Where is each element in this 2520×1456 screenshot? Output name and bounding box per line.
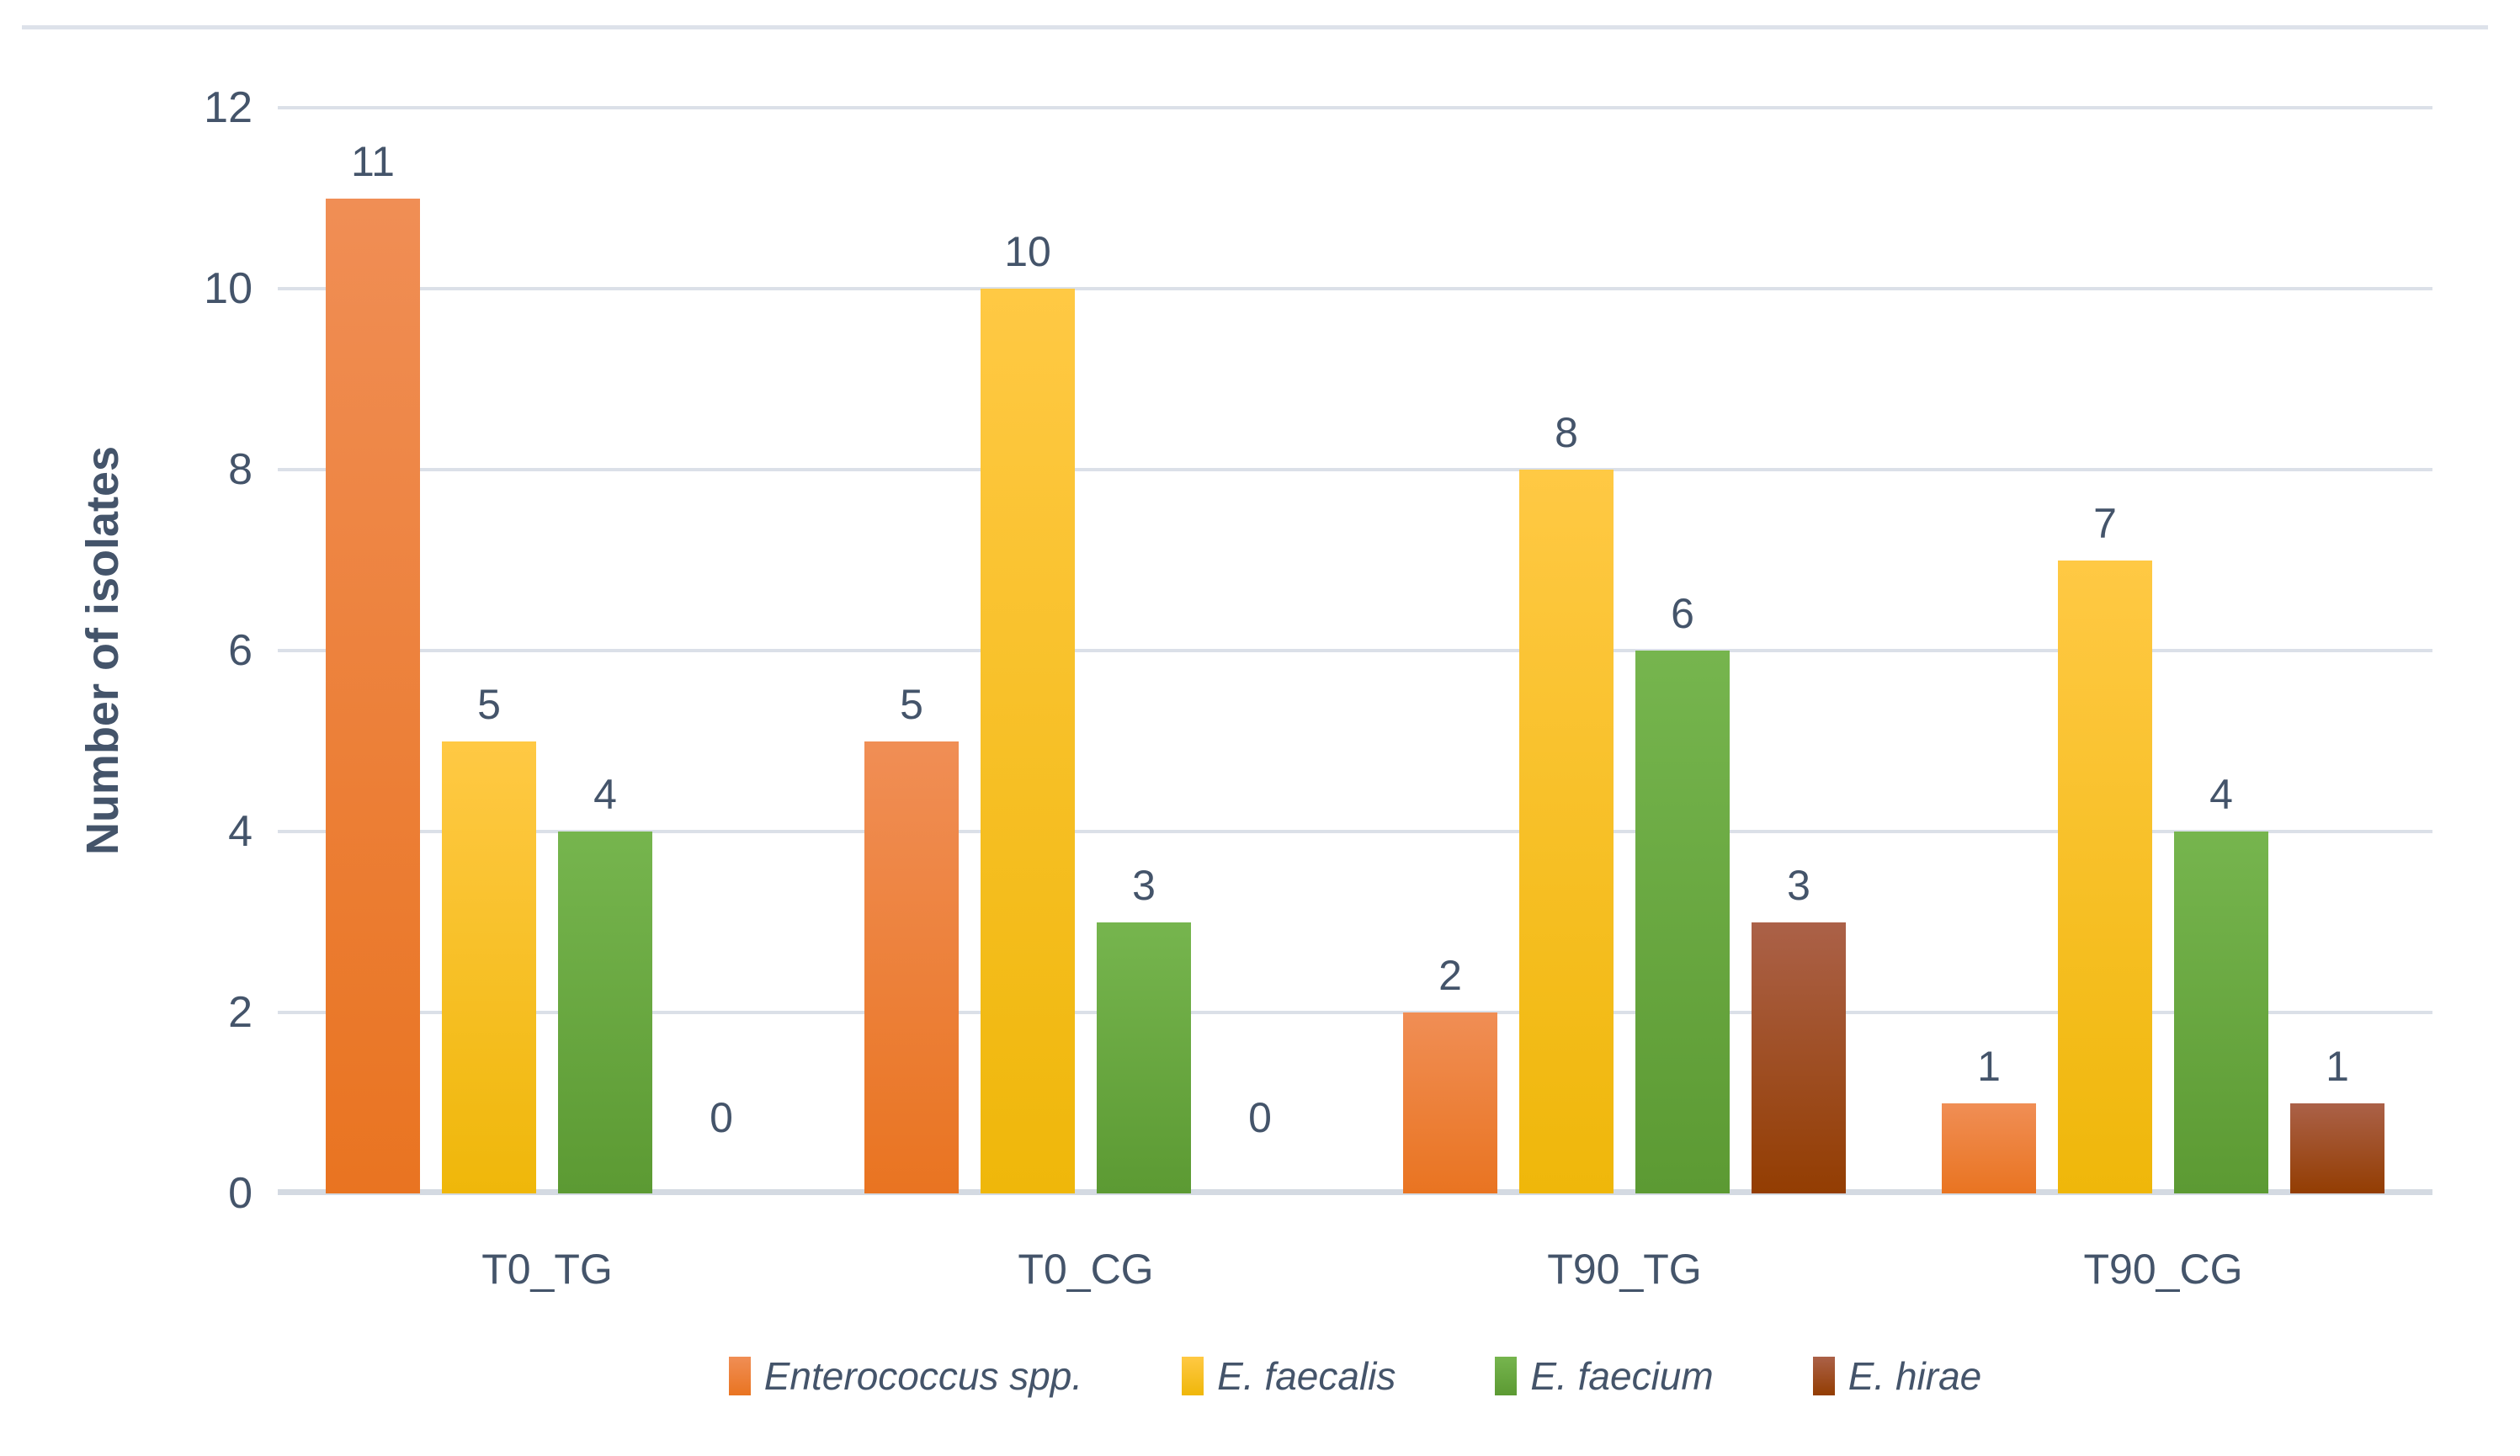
legend-item-enterococcus-spp: Enterococcus spp.: [728, 1353, 1083, 1399]
legend: Enterococcus spp. E. faecalis E. faecium E.…: [278, 1353, 2432, 1399]
bar-value-label: 11: [351, 137, 395, 185]
bar-value-label: 1: [1977, 1042, 2001, 1090]
bar-value-label: 2: [1438, 952, 1462, 999]
bar-enterococcus-spp-t90-cg: [1942, 1103, 2036, 1193]
bar-e-faecium-t0-cg: [1097, 922, 1191, 1193]
x-tick-label: T90_TG: [1547, 1246, 1702, 1293]
x-axis-line: [278, 1189, 2432, 1195]
bar-value-label: 4: [2209, 771, 2233, 818]
bar-value-label: 4: [593, 771, 617, 818]
bar-e-faecalis-t90-tg: [1519, 470, 1614, 1193]
legend-swatch: [1182, 1357, 1204, 1395]
bar-e-hirae-t90-cg: [2290, 1103, 2384, 1193]
y-tick-label: 10: [204, 264, 253, 313]
bar-e-faecalis-t0-cg: [981, 289, 1075, 1193]
bar-value-label: 0: [710, 1094, 733, 1141]
bar-e-hirae-t90-tg: [1752, 922, 1846, 1193]
gridline: [278, 1011, 2432, 1014]
legend-swatch: [728, 1357, 751, 1395]
gridline: [278, 830, 2432, 833]
bar-value-label: 0: [1248, 1094, 1272, 1141]
legend-swatch: [1495, 1357, 1518, 1395]
bar-e-faecalis-t90-cg: [2058, 560, 2152, 1193]
legend-item-e-hirae: E. hirae: [1812, 1353, 1982, 1399]
gridline: [278, 287, 2432, 290]
bar-value-label: 3: [1787, 861, 1810, 909]
bar-value-label: 5: [900, 680, 923, 728]
bar-e-faecium-t90-cg: [2174, 832, 2268, 1193]
legend-item-e-faecium: E. faecium: [1495, 1353, 1714, 1399]
y-axis-ticks: 0 2 4 6 8 10 12: [0, 86, 253, 1215]
y-tick-label: 12: [204, 83, 253, 132]
y-tick-label: 2: [228, 988, 253, 1037]
bar-e-faecium-t90-tg: [1635, 651, 1730, 1193]
gridline: [278, 106, 2432, 109]
gridline: [278, 468, 2432, 471]
y-tick-label: 0: [228, 1169, 253, 1218]
x-tick-label: T90_CG: [2083, 1246, 2243, 1293]
x-axis-labels: T0_TG T0_CG T90_TG T90_CG: [278, 1244, 2432, 1303]
bar-e-faecalis-t0-tg: [442, 741, 536, 1193]
y-tick-label: 4: [228, 807, 253, 856]
bar-enterococcus-spp-t0-cg: [864, 741, 959, 1193]
bar-value-label: 6: [1671, 590, 1694, 637]
legend-label: E. faecalis: [1217, 1354, 1396, 1398]
bar-value-label: 1: [2326, 1042, 2349, 1090]
legend-label: Enterococcus spp.: [763, 1354, 1083, 1398]
x-tick-label: T0_CG: [1018, 1246, 1154, 1293]
bar-value-label: 7: [2093, 499, 2117, 547]
bar-value-label: 5: [477, 680, 501, 728]
bar-value-label: 3: [1132, 861, 1156, 909]
bar-value-label: 8: [1555, 409, 1578, 456]
gridline: [278, 649, 2432, 652]
bar-e-faecium-t0-tg: [558, 832, 652, 1193]
bar-value-label: 10: [1004, 228, 1051, 275]
bar-enterococcus-spp-t90-tg: [1403, 1012, 1497, 1193]
y-tick-label: 6: [228, 626, 253, 675]
legend-label: E. hirae: [1847, 1354, 1982, 1398]
bar-enterococcus-spp-t0-tg: [326, 198, 420, 1193]
x-tick-label: T0_TG: [481, 1246, 613, 1293]
legend-item-e-faecalis: E. faecalis: [1182, 1353, 1396, 1399]
legend-label: E. faecium: [1530, 1354, 1714, 1398]
legend-swatch: [1812, 1357, 1835, 1395]
plot-area: 11 5 4 0 5 10 3 0 2 8 6 3 1 7 4 1: [278, 106, 2432, 1195]
top-border-line: [22, 25, 2488, 29]
y-tick-label: 8: [228, 445, 253, 494]
